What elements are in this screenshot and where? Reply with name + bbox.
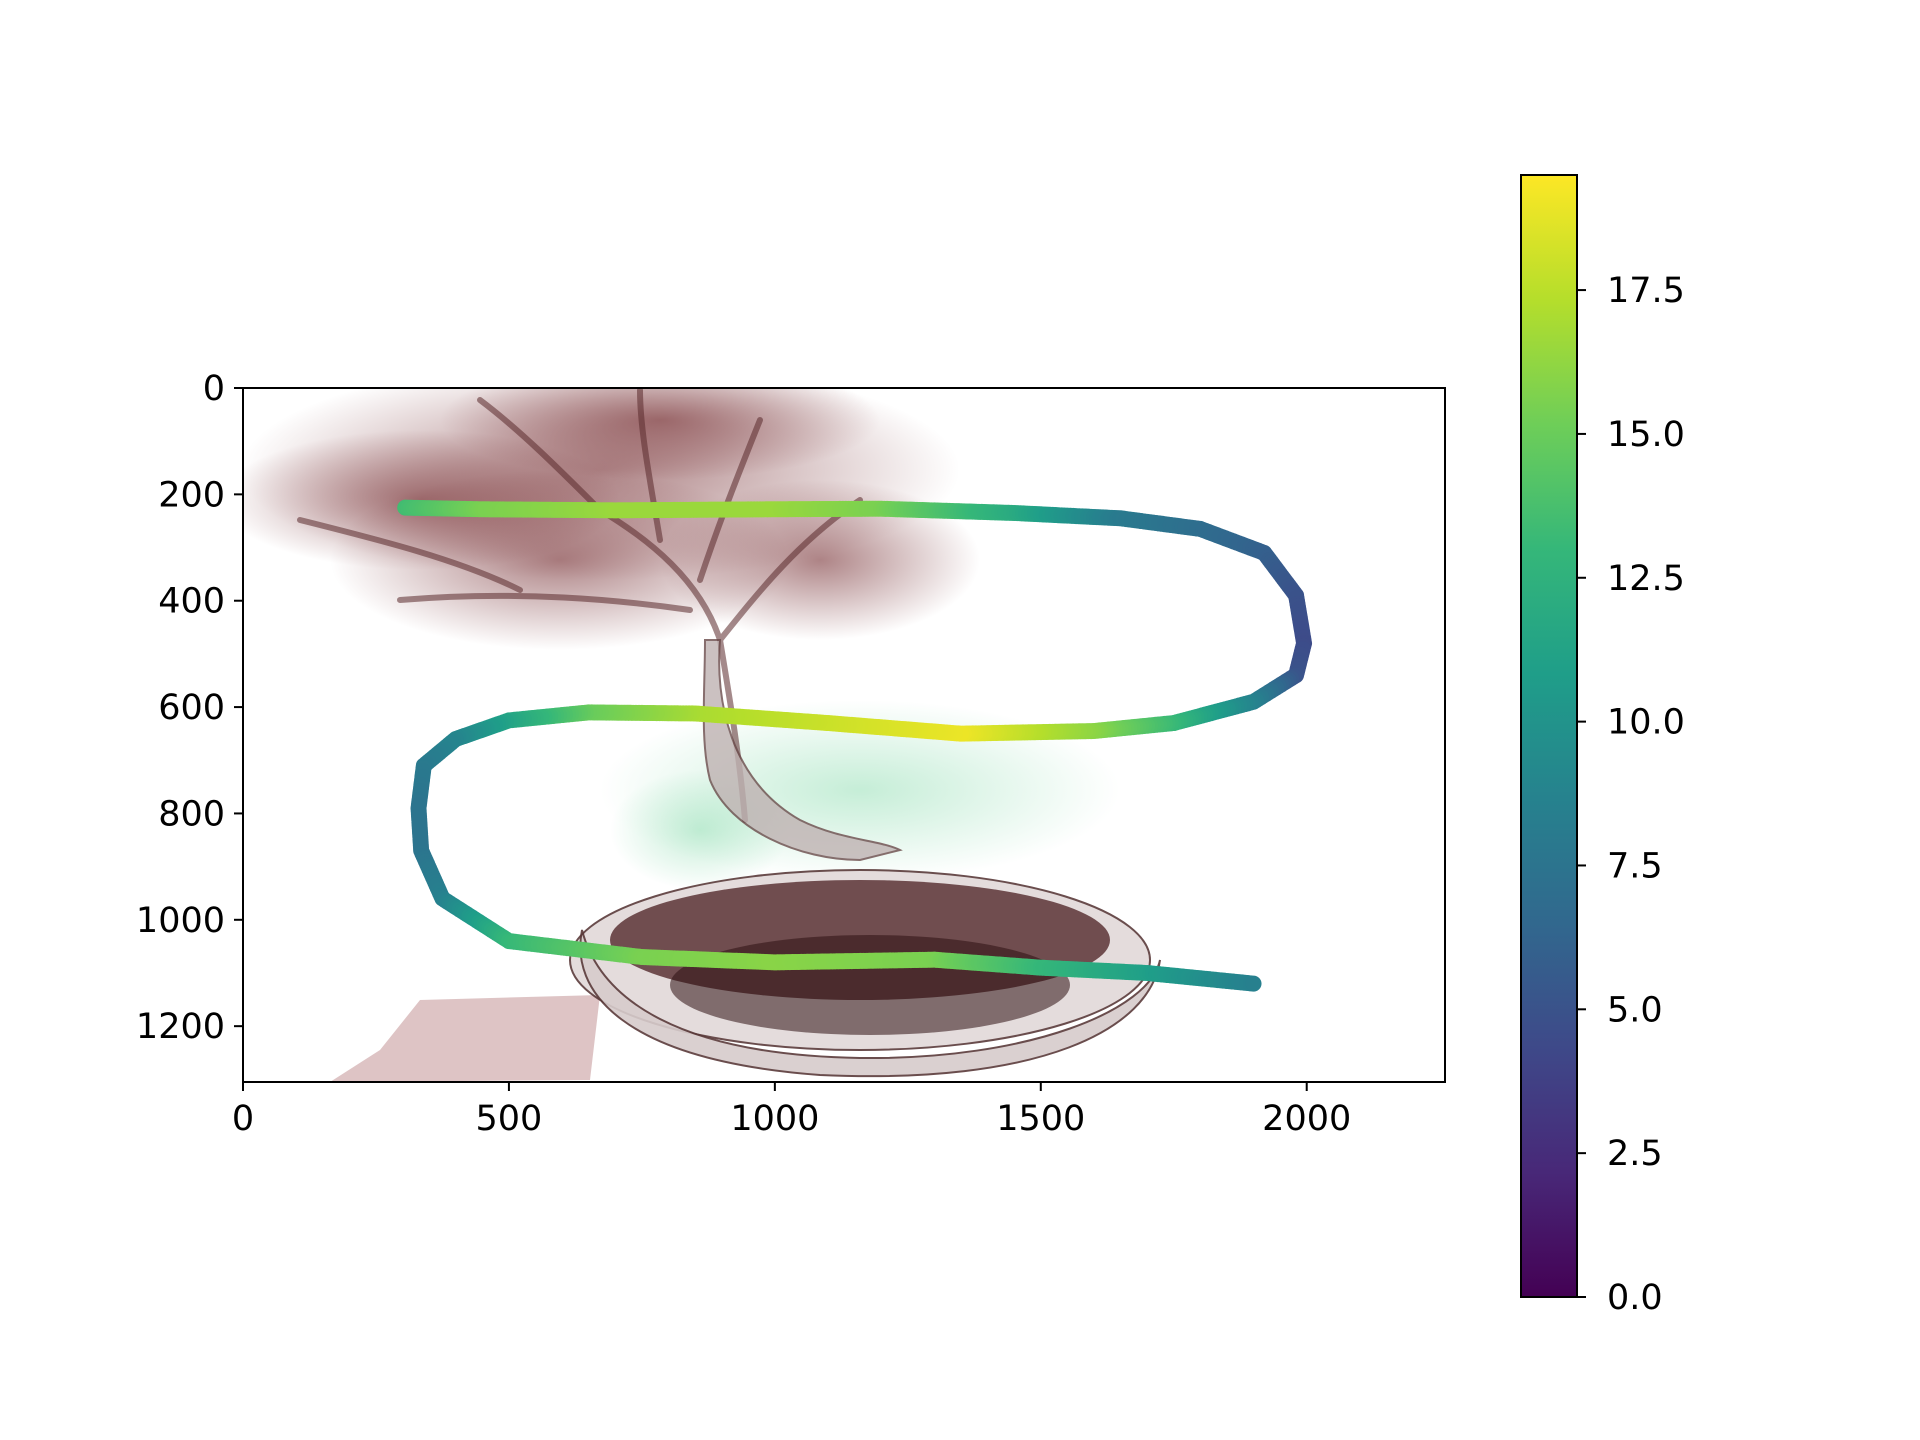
x-tick-label: 500 bbox=[476, 1099, 543, 1139]
colorbar-tick-label: 2.5 bbox=[1607, 1134, 1663, 1174]
colorbar-frame bbox=[1520, 174, 1578, 1298]
x-tick-label: 1000 bbox=[730, 1099, 819, 1139]
colorbar-tick-label: 7.5 bbox=[1607, 846, 1663, 886]
path-series bbox=[397, 499, 1313, 992]
y-tick-label: 200 bbox=[158, 475, 225, 515]
y-tick-label: 1200 bbox=[136, 1007, 225, 1047]
colorbar-tick-label: 10.0 bbox=[1607, 703, 1685, 743]
colorbar-tick-label: 17.5 bbox=[1607, 271, 1685, 311]
x-tick-label: 2000 bbox=[1262, 1099, 1351, 1139]
colorbar-tick-label: 5.0 bbox=[1607, 990, 1663, 1030]
axes-frame bbox=[242, 387, 1446, 1083]
colorbar-axis: 0.0 2.5 5.0 7.5 10.0 12.5 15.0 17.5 bbox=[1577, 271, 1685, 1318]
y-tick-label: 600 bbox=[158, 688, 225, 728]
y-tick-label: 0 bbox=[203, 369, 225, 409]
colorbar-tick-label: 15.0 bbox=[1607, 415, 1685, 455]
x-axis: 0 500 1000 1500 2000 bbox=[232, 1082, 1351, 1139]
colorbar bbox=[1521, 175, 1577, 1297]
x-tick-label: 1500 bbox=[996, 1099, 1085, 1139]
colorbar-tick-label: 12.5 bbox=[1607, 559, 1685, 599]
y-tick-label: 400 bbox=[158, 582, 225, 622]
y-tick-label: 1000 bbox=[136, 901, 225, 941]
y-axis: 0 200 400 600 800 1000 1200 bbox=[136, 369, 243, 1047]
scatter-point bbox=[1245, 975, 1262, 992]
x-tick-label: 0 bbox=[232, 1099, 254, 1139]
y-tick-label: 800 bbox=[158, 794, 225, 834]
colorbar-tick-label: 0.0 bbox=[1607, 1278, 1663, 1318]
